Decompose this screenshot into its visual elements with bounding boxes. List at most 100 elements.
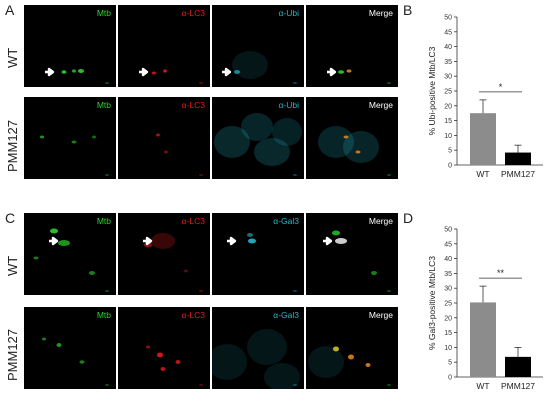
micrograph-image bbox=[40, 135, 109, 176]
micrograph-a-pmm127-ubi: α-Ubi bbox=[212, 97, 304, 179]
micrograph-c-pmm127-merge: Merge bbox=[306, 307, 398, 389]
y-tick-label: 20 bbox=[444, 315, 452, 322]
fluorescence-spot bbox=[332, 230, 340, 236]
micrograph-c-pmm127-gal3: α-Gal3 bbox=[212, 307, 304, 389]
fluorescence-spot bbox=[343, 135, 349, 139]
channel-label: Mtb bbox=[96, 216, 111, 226]
fluorescence-spot bbox=[61, 70, 67, 74]
fluorescence-spot bbox=[105, 82, 109, 84]
panel-letter-a: A bbox=[5, 2, 15, 18]
channel-label: α-LC3 bbox=[181, 310, 205, 320]
fluorescence-spot bbox=[293, 174, 297, 176]
fluorescence-spot bbox=[308, 346, 344, 378]
fluorescence-spot bbox=[175, 360, 181, 364]
fluorescence-spot bbox=[71, 140, 77, 144]
channel-label: α-Ubi bbox=[278, 8, 300, 18]
fluorescence-spot bbox=[318, 126, 354, 158]
micrograph-image bbox=[146, 345, 203, 386]
panel-letter-d: D bbox=[403, 210, 414, 226]
fluorescence-spot bbox=[42, 337, 46, 341]
channel-label: α-LC3 bbox=[181, 8, 205, 18]
significance-label: ** bbox=[497, 268, 505, 278]
fluorescence-spot bbox=[348, 354, 354, 360]
fluorescence-spot bbox=[333, 346, 339, 352]
panel-letter-c: C bbox=[5, 210, 16, 226]
fluorescence-spot bbox=[254, 138, 290, 166]
micrograph-image bbox=[139, 67, 203, 84]
fluorescence-spot bbox=[163, 69, 167, 73]
y-tick-label: 30 bbox=[444, 74, 452, 81]
arrow-icon bbox=[49, 236, 59, 246]
fluorescence-spot bbox=[105, 174, 109, 176]
channel-label: α-LC3 bbox=[181, 216, 205, 226]
y-tick-label: 0 bbox=[448, 163, 452, 170]
fluorescence-spot bbox=[146, 345, 150, 349]
fluorescence-spot bbox=[151, 71, 157, 75]
micrograph-a-pmm127-mtb: Mtb bbox=[24, 97, 116, 179]
y-tick-label: 10 bbox=[444, 133, 452, 140]
micrograph-a-wt-lc3: α-LC3 bbox=[118, 5, 210, 87]
y-tick-label: 45 bbox=[444, 29, 452, 36]
fluorescence-spot bbox=[241, 113, 273, 141]
arrow-icon bbox=[323, 236, 333, 246]
fluorescence-spot bbox=[212, 344, 247, 380]
arrow-icon bbox=[227, 236, 237, 246]
micrograph-image bbox=[33, 228, 109, 292]
y-tick-label: 5 bbox=[448, 360, 452, 367]
y-tick-label: 50 bbox=[444, 15, 452, 22]
micrograph-c-wt-mtb: Mtb bbox=[24, 213, 116, 295]
fluorescence-spot bbox=[72, 69, 76, 73]
micrograph-image bbox=[308, 346, 391, 386]
micrograph-a-pmm127-merge: Merge bbox=[306, 97, 398, 179]
fluorescence-spot bbox=[293, 384, 297, 386]
fluorescence-spot bbox=[272, 118, 302, 146]
micrograph-image bbox=[227, 233, 297, 292]
fluorescence-spot bbox=[293, 82, 297, 84]
bar-chart-b: 0 5 10 15 20 25 30 35 40 45 50 % Ubi-positive Mtb/L… bbox=[427, 15, 543, 179]
y-tick-label: 20 bbox=[444, 103, 452, 110]
micrograph-a-pmm127-lc3: α-LC3 bbox=[118, 97, 210, 179]
arrow-icon bbox=[222, 67, 232, 77]
y-axis-label: % Gal3-positive Mtb/LC3 bbox=[427, 256, 437, 350]
fluorescence-spot bbox=[365, 363, 371, 367]
fluorescence-spot bbox=[157, 352, 163, 358]
micrograph-a-wt-merge: Merge bbox=[306, 5, 398, 87]
y-tick-label: 40 bbox=[444, 44, 452, 51]
arrow-icon bbox=[139, 67, 149, 77]
fluorescence-spot bbox=[92, 135, 96, 139]
row-label-a-wt: WT bbox=[5, 47, 20, 68]
channel-label: α-Ubi bbox=[278, 100, 300, 110]
y-tick-label: 25 bbox=[444, 301, 452, 308]
fluorescence-spot bbox=[232, 51, 268, 79]
y-tick-label: 40 bbox=[444, 256, 452, 263]
fluorescence-spot bbox=[40, 135, 44, 139]
fluorescence-spot bbox=[346, 69, 352, 73]
micrograph-image bbox=[156, 133, 203, 176]
arrow-icon bbox=[143, 236, 153, 246]
channel-label: Merge bbox=[368, 8, 393, 18]
micrograph-image bbox=[45, 67, 109, 84]
fluorescence-spot bbox=[387, 290, 391, 292]
fluorescence-spot bbox=[89, 271, 95, 275]
channel-label: Mtb bbox=[96, 8, 111, 18]
fluorescence-spot bbox=[264, 363, 300, 389]
micrograph-image bbox=[323, 230, 391, 292]
fluorescence-spot bbox=[387, 174, 391, 176]
fluorescence-spot bbox=[199, 384, 203, 386]
micrograph-c-wt-lc3: α-LC3 bbox=[118, 213, 210, 295]
channel-label: Merge bbox=[368, 100, 393, 110]
fluorescence-spot bbox=[79, 360, 85, 364]
fluorescence-spot bbox=[151, 233, 175, 249]
arrow-icon bbox=[327, 67, 337, 77]
micrograph-image bbox=[327, 67, 391, 84]
channel-label: α-LC3 bbox=[181, 100, 205, 110]
y-tick-label: 35 bbox=[444, 271, 452, 278]
y-tick-label: 15 bbox=[444, 330, 452, 337]
y-tick-label: 50 bbox=[444, 227, 452, 234]
fluorescence-spot bbox=[343, 131, 379, 163]
fluorescence-spot bbox=[355, 150, 361, 154]
x-category-label: WT bbox=[476, 169, 489, 179]
micrograph-image bbox=[318, 126, 391, 176]
bar-pmm127 bbox=[505, 356, 531, 377]
y-axis-label: % Ubi-positive Mtb/LC3 bbox=[427, 46, 437, 135]
